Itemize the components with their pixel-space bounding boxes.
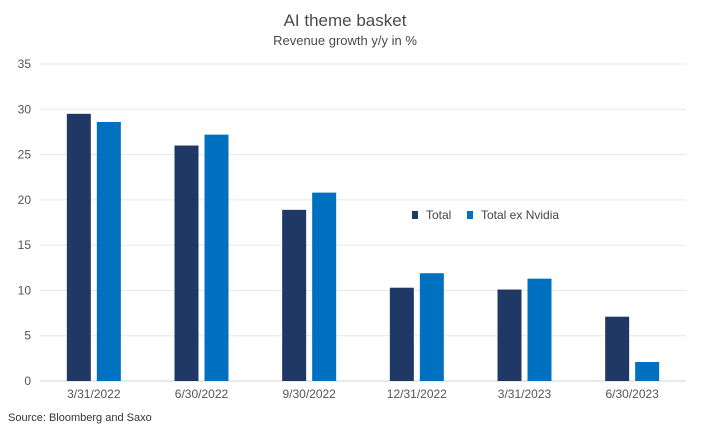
x-tick-label: 6/30/2022 xyxy=(175,387,229,401)
y-axis-tick-labels: 0 5 10 15 20 25 30 35 xyxy=(18,57,32,388)
legend-swatch xyxy=(467,211,473,219)
bar-total-4 xyxy=(497,289,522,381)
y-tick-label: 15 xyxy=(18,238,32,252)
x-tick-label: 12/31/2022 xyxy=(387,387,447,401)
bar-total-5 xyxy=(605,316,630,381)
y-tick-label: 25 xyxy=(18,148,32,162)
bar-total-ex-nvidia-4 xyxy=(527,278,552,381)
bar-total-0 xyxy=(66,113,91,382)
legend-label: Total ex Nvidia xyxy=(481,208,559,222)
gridlines xyxy=(40,63,686,382)
chart-subtitle: Revenue growth y/y in % xyxy=(273,33,417,48)
y-tick-label: 0 xyxy=(24,374,31,388)
bar-total-3 xyxy=(389,287,414,381)
x-tick-label: 6/30/2023 xyxy=(605,387,659,401)
legend-swatch xyxy=(412,211,418,219)
bar-total-1 xyxy=(174,145,199,381)
legend: Total Total ex Nvidia xyxy=(412,208,559,222)
chart-title: AI theme basket xyxy=(284,11,407,30)
y-tick-label: 20 xyxy=(18,193,32,207)
y-tick-label: 5 xyxy=(24,329,31,343)
bar-total-2 xyxy=(282,209,307,381)
x-tick-label: 3/31/2023 xyxy=(498,387,552,401)
x-tick-label: 9/30/2022 xyxy=(282,387,336,401)
y-tick-label: 30 xyxy=(18,102,32,116)
x-tick-label: 3/31/2022 xyxy=(67,387,121,401)
source-note: Source: Bloomberg and Saxo xyxy=(8,412,152,424)
bar-total-ex-nvidia-5 xyxy=(635,361,660,381)
bar-total-ex-nvidia-3 xyxy=(419,273,444,381)
bar-total-ex-nvidia-0 xyxy=(96,121,121,382)
bars xyxy=(66,113,660,382)
bar-total-ex-nvidia-2 xyxy=(312,192,337,381)
legend-label: Total xyxy=(426,208,451,222)
x-axis-tick-labels: 3/31/2022 6/30/2022 9/30/2022 12/31/2022 3/3… xyxy=(67,387,659,401)
y-tick-label: 10 xyxy=(18,283,32,297)
y-tick-label: 35 xyxy=(18,57,32,71)
bar-total-ex-nvidia-1 xyxy=(204,134,229,381)
